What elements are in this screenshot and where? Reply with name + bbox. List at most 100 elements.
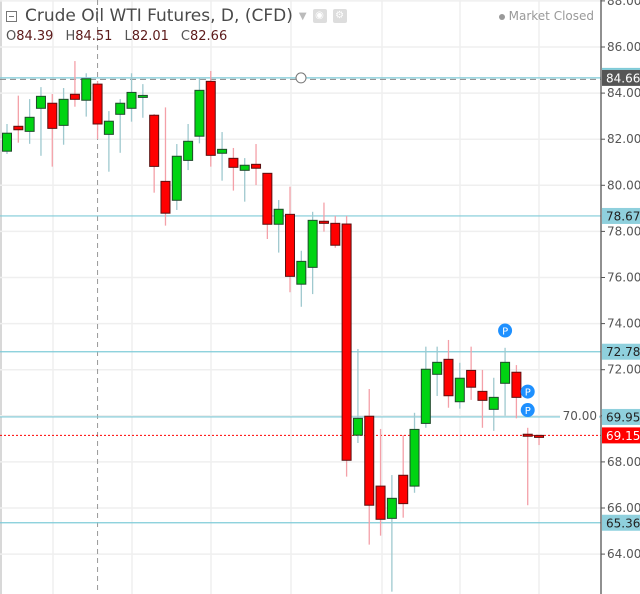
- candle-body: [409, 428, 420, 487]
- candle[interactable]: [149, 114, 160, 193]
- candle-body: [443, 358, 454, 397]
- dropdown-caret-icon[interactable]: ▼: [298, 10, 307, 22]
- earnings-marker[interactable]: P: [498, 323, 513, 338]
- candle[interactable]: [115, 99, 126, 153]
- candle-body: [522, 433, 533, 437]
- price-axis-bg: [602, 0, 640, 594]
- collapse-icon[interactable]: [6, 10, 17, 22]
- candle[interactable]: [386, 475, 397, 592]
- candle[interactable]: [409, 412, 420, 493]
- low-value: 82.01: [131, 29, 169, 44]
- level-price-label-bg: [602, 514, 640, 531]
- candle-body: [534, 434, 545, 438]
- candle[interactable]: [239, 158, 250, 202]
- candle[interactable]: [103, 111, 114, 172]
- candle[interactable]: [183, 123, 194, 171]
- candle[interactable]: [273, 200, 284, 253]
- marker-circle-icon: [520, 403, 535, 418]
- candle-body: [318, 220, 329, 224]
- level-price-label: 78.67: [606, 209, 640, 223]
- candle[interactable]: [432, 346, 443, 396]
- candle[interactable]: [24, 99, 35, 144]
- market-status: Market Closed: [498, 9, 594, 23]
- high-label: H: [65, 29, 76, 44]
- earnings-marker[interactable]: P: [520, 384, 535, 399]
- y-tick-label: 84.00: [607, 86, 640, 100]
- candle[interactable]: [488, 377, 499, 431]
- candle[interactable]: [398, 435, 409, 518]
- candle-body: [69, 93, 80, 100]
- gear-icon[interactable]: ⚙: [332, 9, 347, 23]
- open-label: O: [6, 29, 17, 44]
- candle[interactable]: [160, 107, 171, 226]
- candle[interactable]: [285, 186, 295, 293]
- candle[interactable]: [454, 362, 465, 409]
- candle[interactable]: [522, 427, 533, 506]
- candle[interactable]: [500, 347, 511, 416]
- candle-body: [364, 415, 375, 506]
- close-value: 82.66: [190, 29, 228, 44]
- candle[interactable]: [466, 346, 477, 400]
- level-price-label: 69.95: [606, 410, 640, 424]
- y-tick-label: 86.00: [607, 40, 640, 54]
- candle-body: [137, 94, 148, 98]
- candle[interactable]: [330, 215, 341, 248]
- candle[interactable]: [228, 147, 239, 191]
- candle-body: [307, 219, 318, 268]
- candle-body: [228, 157, 239, 168]
- candle-body: [273, 208, 284, 225]
- candle[interactable]: [251, 144, 262, 186]
- candle[interactable]: [296, 250, 307, 307]
- candle-body: [251, 163, 262, 169]
- candle[interactable]: [58, 88, 69, 145]
- candle[interactable]: [47, 94, 58, 167]
- candle[interactable]: [364, 389, 375, 545]
- candle-body: [160, 180, 171, 214]
- candle-body: [341, 223, 352, 461]
- candle-body: [420, 368, 431, 424]
- line-handle-icon[interactable]: [295, 72, 307, 84]
- candle[interactable]: [341, 215, 352, 477]
- candle[interactable]: [2, 123, 12, 154]
- candle-body: [81, 78, 92, 101]
- eye-icon[interactable]: ◉: [312, 9, 327, 23]
- candle[interactable]: [35, 87, 46, 156]
- candle[interactable]: [534, 434, 545, 446]
- symbol-title[interactable]: Crude Oil WTI Futures, D, (CFD): [25, 6, 293, 26]
- candle[interactable]: [194, 78, 205, 144]
- low-label: L: [124, 29, 132, 44]
- candle[interactable]: [69, 61, 80, 107]
- candle[interactable]: [81, 73, 92, 117]
- candle-body: [205, 80, 216, 156]
- marker-circle-icon: [520, 384, 535, 399]
- candle[interactable]: [171, 144, 182, 210]
- candle[interactable]: [126, 73, 137, 122]
- candle-body: [149, 114, 160, 167]
- earnings-marker[interactable]: P: [520, 403, 535, 418]
- candle[interactable]: [137, 84, 148, 118]
- candle-body: [194, 89, 205, 137]
- candle[interactable]: [217, 132, 228, 181]
- candle-body: [511, 371, 522, 398]
- candle[interactable]: [352, 348, 363, 443]
- marker-circle-icon: [498, 323, 513, 338]
- candle[interactable]: [205, 70, 216, 167]
- ohlc-values: O84.39 H84.51 L82.01 C82.66: [6, 29, 347, 44]
- level-price-label-bg: [602, 343, 640, 360]
- candle[interactable]: [511, 365, 522, 419]
- candle[interactable]: [420, 346, 431, 428]
- candle[interactable]: [13, 95, 24, 143]
- candle-body: [262, 172, 273, 225]
- candle[interactable]: [375, 428, 386, 536]
- candle-body: [500, 361, 511, 384]
- y-tick-label: 74.00: [607, 317, 640, 331]
- market-status-text: Market Closed: [508, 9, 594, 23]
- candle-body: [488, 396, 499, 410]
- candle[interactable]: [262, 172, 273, 240]
- candle[interactable]: [443, 339, 454, 408]
- candle[interactable]: [318, 202, 329, 232]
- candle[interactable]: [92, 81, 103, 139]
- candle[interactable]: [307, 211, 318, 295]
- candle[interactable]: [477, 369, 488, 428]
